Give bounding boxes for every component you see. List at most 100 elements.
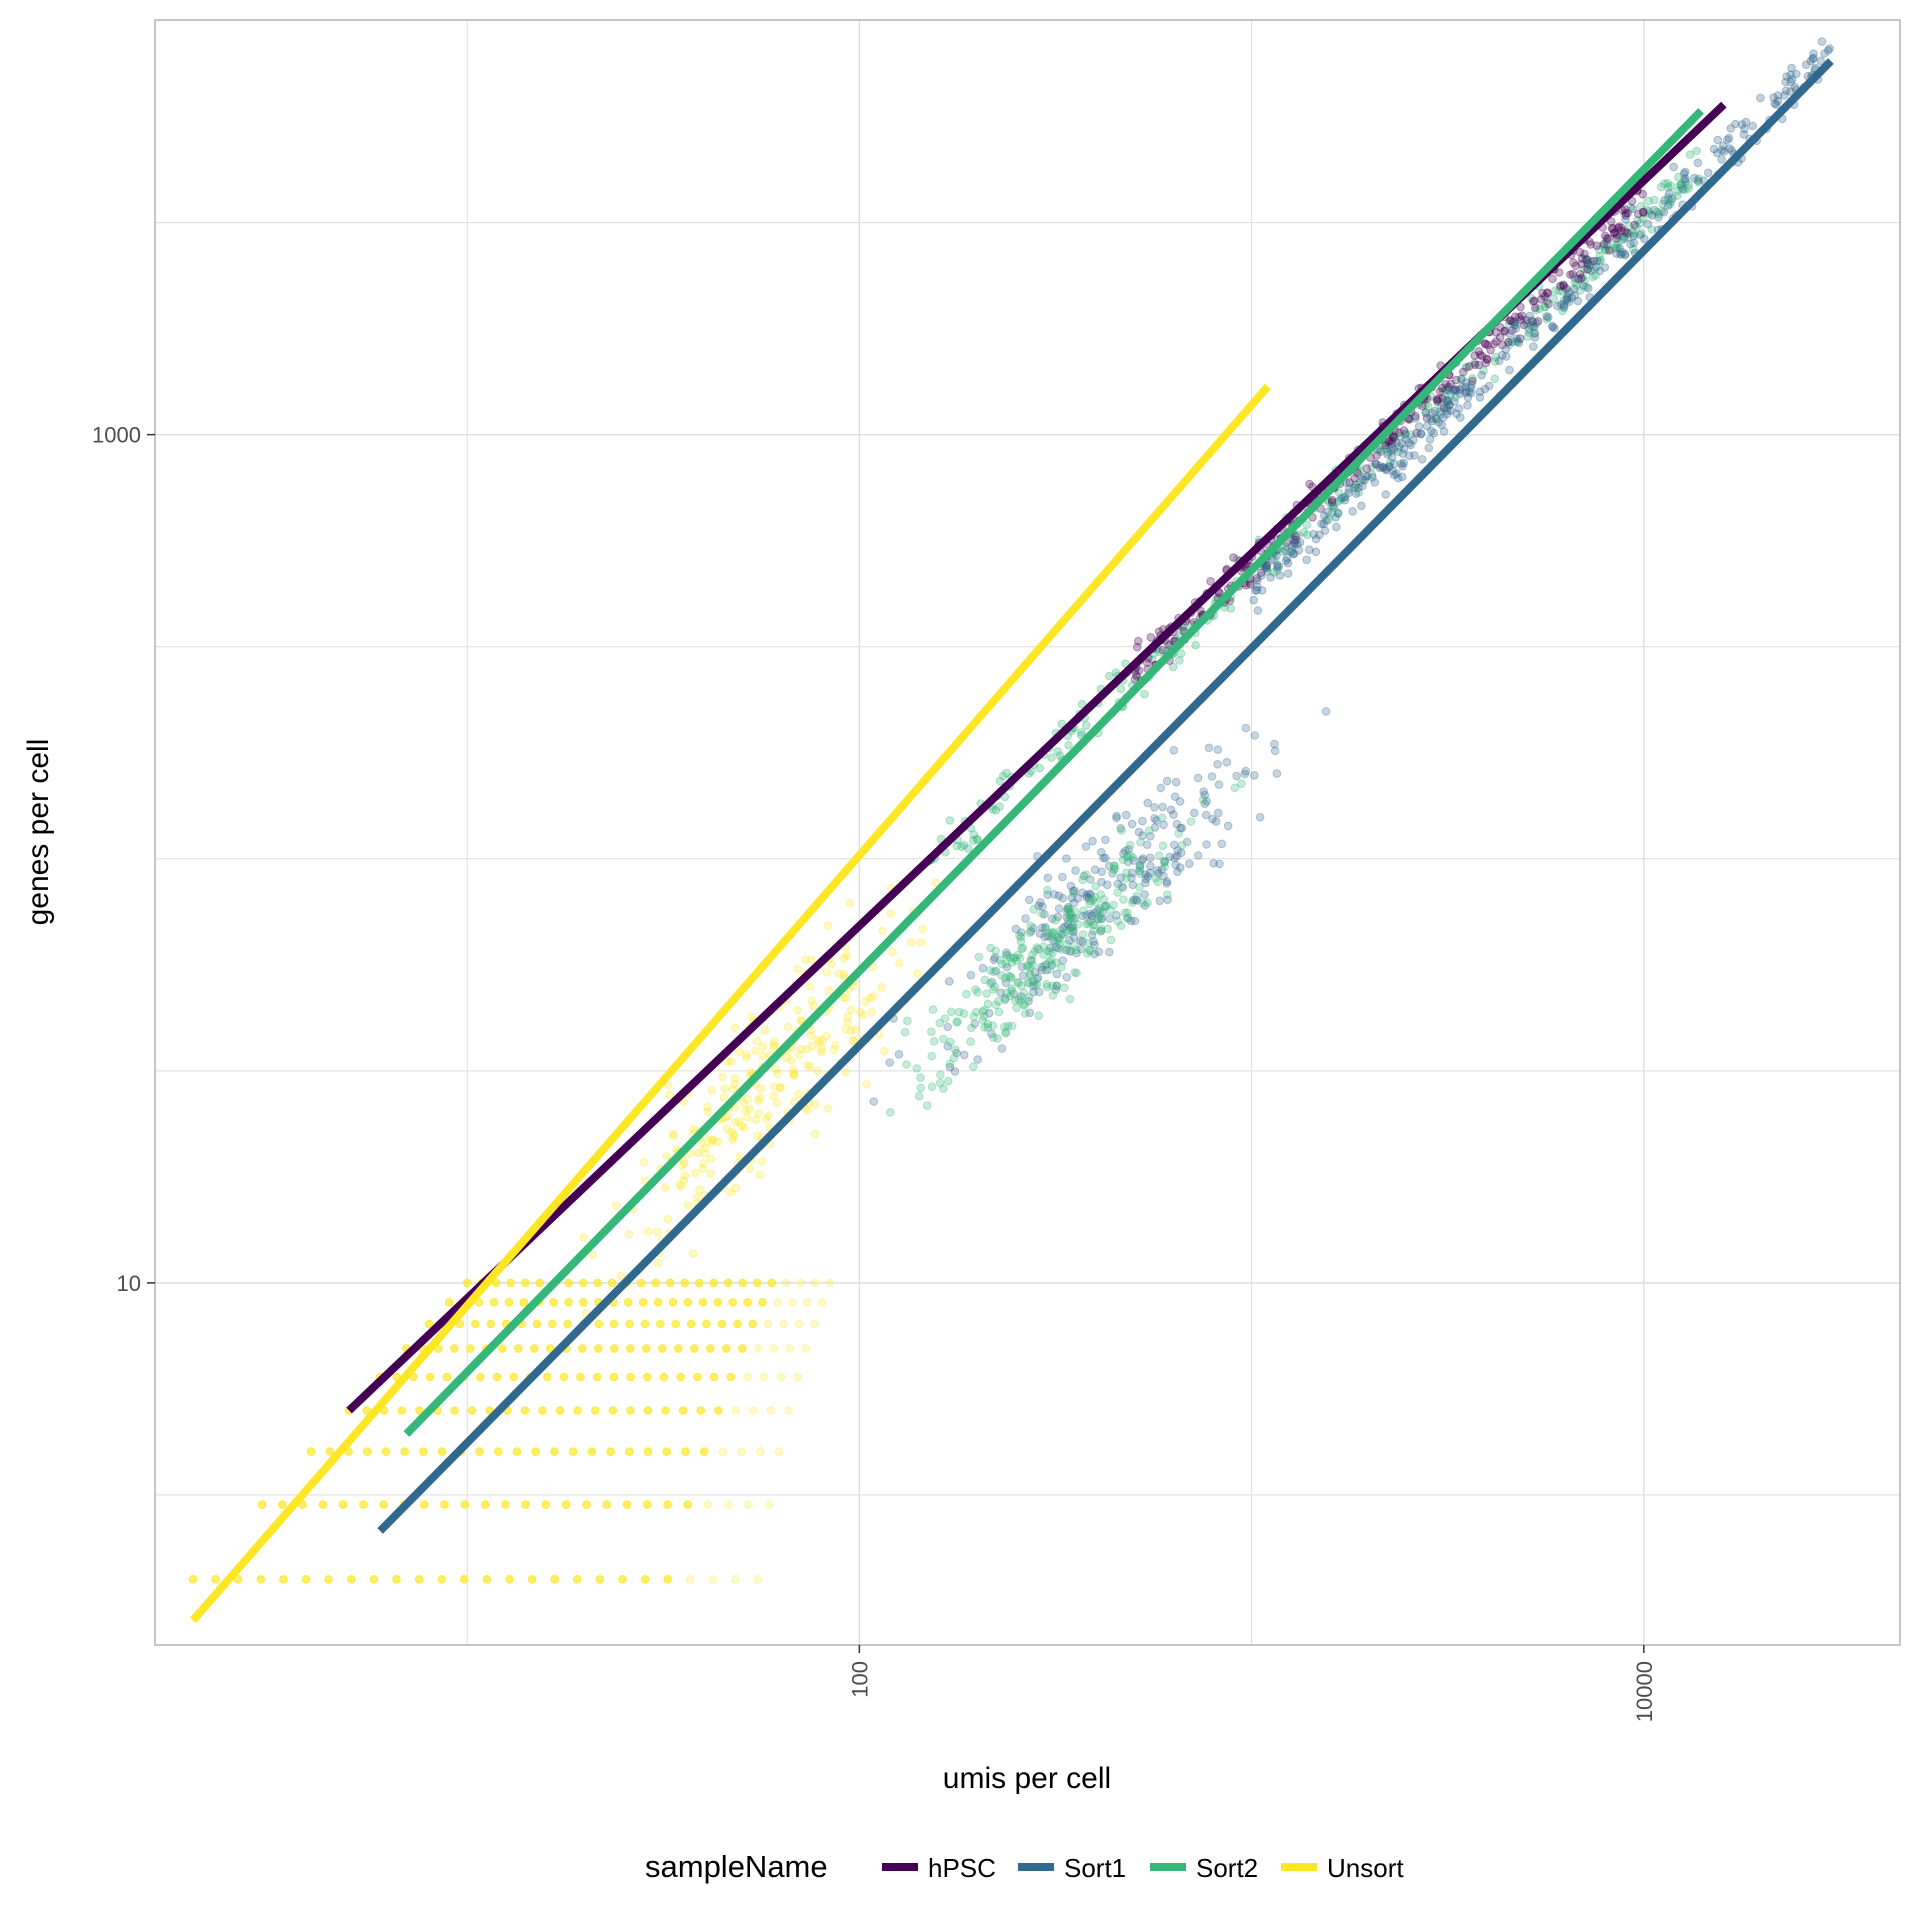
data-point [1162, 877, 1172, 886]
data-point [783, 1022, 793, 1032]
data-point [730, 1118, 740, 1127]
data-point [680, 1278, 690, 1288]
data-point [1595, 251, 1604, 261]
data-point [1684, 180, 1693, 190]
data-point [1237, 779, 1246, 789]
data-point [858, 1010, 868, 1020]
data-point [1073, 894, 1083, 903]
data-point [1255, 812, 1265, 822]
data-point [1037, 962, 1046, 972]
data-point [978, 963, 988, 973]
data-point [935, 1078, 945, 1088]
data-point [1143, 898, 1152, 907]
data-point [686, 1149, 695, 1158]
data-point [1097, 848, 1106, 857]
data-point [1654, 209, 1664, 219]
data-point [1527, 316, 1537, 325]
data-point [1206, 577, 1215, 586]
data-point [1379, 463, 1388, 472]
data-point [1666, 197, 1676, 206]
data-point [1581, 254, 1591, 264]
data-point [803, 1061, 812, 1070]
data-point [1620, 249, 1630, 259]
data-point [1068, 923, 1077, 932]
data-point [480, 1500, 490, 1509]
data-point [1355, 477, 1365, 487]
data-point [1787, 75, 1797, 84]
data-point [1048, 948, 1057, 958]
data-point [1165, 852, 1175, 862]
data-point [1142, 658, 1152, 667]
data-point [1461, 378, 1471, 387]
data-point [774, 1447, 784, 1456]
data-point [1446, 390, 1456, 399]
data-point [1150, 814, 1159, 823]
data-point [1070, 914, 1079, 923]
data-point [809, 1002, 818, 1011]
data-point [1462, 362, 1471, 372]
data-point [1153, 866, 1162, 875]
data-point [1611, 244, 1621, 253]
data-point [1062, 973, 1072, 982]
data-point [806, 982, 815, 992]
data-point [1542, 288, 1552, 297]
data-point [706, 1344, 715, 1353]
data-point [564, 1278, 574, 1288]
data-point [1007, 958, 1017, 967]
data-point [1456, 413, 1465, 422]
data-point [766, 1406, 776, 1415]
data-point [1405, 415, 1414, 425]
data-point [990, 953, 1000, 962]
data-point [918, 924, 928, 934]
data-point [1315, 530, 1324, 540]
data-point [1250, 771, 1259, 780]
data-point [1323, 507, 1333, 517]
data-point [966, 970, 976, 980]
data-point [1773, 91, 1783, 100]
data-point [1097, 914, 1106, 924]
data-point [530, 1344, 539, 1353]
data-point [988, 1021, 998, 1030]
data-point [928, 1005, 938, 1014]
data-point [1091, 897, 1101, 907]
data-point [1272, 551, 1281, 560]
data-point [1051, 936, 1060, 946]
data-point [991, 1000, 1001, 1010]
data-point [1548, 322, 1557, 332]
data-point [688, 1249, 698, 1258]
data-point [1537, 295, 1546, 304]
data-point [1154, 868, 1163, 878]
data-point [719, 1093, 729, 1102]
data-point [1483, 355, 1492, 364]
data-point [1635, 230, 1645, 240]
data-point [1043, 885, 1052, 895]
data-point [1556, 300, 1566, 309]
data-point [306, 1447, 316, 1456]
data-point [696, 1406, 706, 1415]
data-point [1126, 850, 1135, 860]
data-point [1437, 401, 1446, 411]
data-point [1176, 863, 1185, 872]
data-point [781, 1053, 791, 1062]
data-point [754, 1096, 763, 1105]
data-point [392, 1575, 401, 1584]
data-point [1047, 753, 1056, 762]
data-point [743, 1094, 752, 1104]
data-point [1781, 86, 1791, 95]
data-point [1175, 797, 1185, 806]
data-point [1684, 184, 1693, 193]
data-point [1387, 444, 1397, 453]
data-point [885, 1058, 895, 1067]
data-point [1019, 988, 1029, 998]
data-point [1387, 453, 1397, 462]
data-point [995, 802, 1004, 811]
data-point [1451, 392, 1460, 402]
data-point [983, 999, 993, 1009]
data-point [1392, 469, 1401, 479]
data-point [1513, 336, 1522, 346]
data-point [912, 1064, 922, 1073]
data-point [1455, 389, 1465, 399]
data-point [1207, 772, 1217, 781]
data-point [1291, 531, 1300, 541]
